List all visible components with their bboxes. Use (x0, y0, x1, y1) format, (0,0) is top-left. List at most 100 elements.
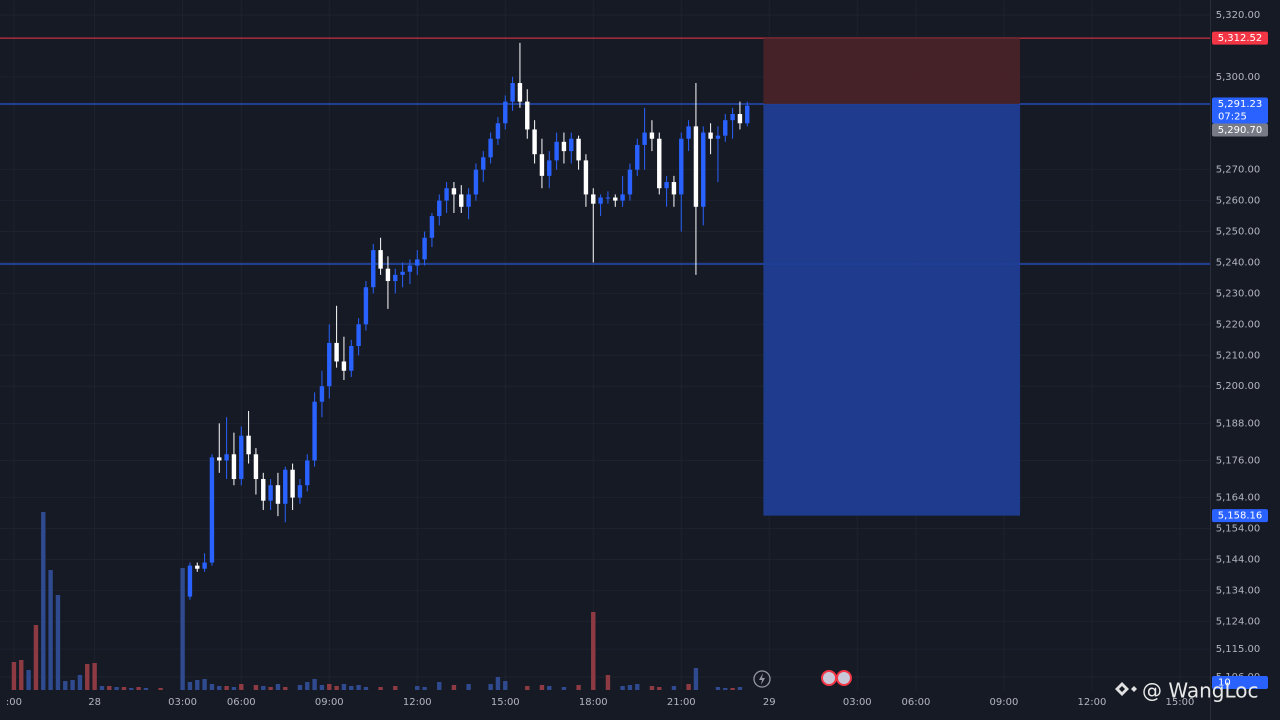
volume-bar (319, 685, 325, 690)
y-tick-label: 5,124.00 (1216, 616, 1261, 627)
candle-body (723, 120, 728, 136)
volume-bar (605, 675, 611, 690)
x-tick-label: 12:00 (1078, 697, 1107, 708)
candle-body (195, 565, 200, 569)
candle-body (510, 83, 515, 102)
x-tick-label: 12:00 (403, 697, 432, 708)
y-tick-label: 5,320.00 (1216, 10, 1261, 21)
volume-bar (26, 670, 31, 690)
volume-bar (657, 687, 662, 690)
x-tick-label: 09:00 (990, 697, 1019, 708)
volume-bar (85, 664, 90, 690)
candle-body (407, 265, 413, 272)
x-tick-label: :00 (6, 697, 22, 708)
watermark-text: @ WangLoc (1142, 679, 1259, 703)
candle-body (202, 562, 207, 569)
x-tick-label: 18:00 (579, 697, 608, 708)
volume-bar (730, 688, 735, 690)
volume-bar (671, 686, 677, 690)
volume-bar (415, 686, 420, 690)
volume-bar (158, 688, 163, 690)
candle-body (620, 194, 625, 201)
candle-body (451, 188, 457, 195)
volume-bar (202, 679, 207, 690)
candle-body (554, 141, 559, 161)
volume-bar (275, 684, 281, 690)
candle-body (437, 200, 442, 217)
candle-body (591, 194, 596, 204)
logo (1131, 686, 1137, 692)
volume-bar (539, 685, 545, 690)
volume-bar (378, 687, 383, 690)
y-tick-label: 5,154.00 (1216, 524, 1261, 535)
candle-body (422, 237, 427, 260)
y-tick-label: 5,188.00 (1216, 418, 1261, 429)
candle-body (341, 361, 347, 371)
candle-body (495, 123, 501, 139)
volume-bar (99, 686, 105, 690)
y-tick-label: 5,115.00 (1216, 644, 1261, 655)
y-tick-label: 5,300.00 (1216, 72, 1261, 83)
volume-bar (525, 686, 530, 690)
candle-body (708, 132, 713, 139)
volume-bar (723, 688, 728, 690)
y-tick-label: 5,144.00 (1216, 554, 1261, 565)
volume-bar (224, 686, 229, 690)
volume-bar (495, 677, 501, 690)
candle-body (525, 101, 530, 130)
candle-body (737, 113, 743, 124)
volume-bar (283, 687, 288, 690)
volume-bar (547, 686, 552, 690)
y-tick-label: 5,176.00 (1216, 455, 1261, 466)
candle-body (371, 250, 376, 288)
grid (0, 0, 1210, 690)
candle-body (261, 479, 266, 501)
x-tick-label: 15:00 (491, 697, 520, 708)
candle-body (283, 469, 288, 504)
candle-body (209, 457, 215, 563)
lightning (759, 673, 765, 685)
volume-bar (356, 685, 361, 690)
volume-bar (239, 684, 244, 690)
volume-bar (363, 687, 369, 690)
event-icon[interactable] (821, 670, 837, 686)
volume-bar (693, 668, 699, 690)
volume-bar (136, 687, 141, 690)
volume-bar (334, 686, 339, 690)
volume-bar (686, 684, 691, 690)
logo (1115, 682, 1129, 696)
event-icon[interactable] (836, 670, 852, 686)
price-tag (1212, 31, 1268, 45)
candle-body (224, 454, 229, 461)
candle-body (635, 144, 640, 170)
candle-body (605, 197, 611, 199)
candle-body (488, 138, 493, 158)
candle-body (393, 274, 398, 282)
candle-body (187, 565, 193, 597)
x-tick-label: 28 (88, 697, 101, 708)
time-axis: :00 28 03:00 06:00 09:00 12:00 15:00 18:00 21:00… (6, 697, 1194, 708)
volume-bar (70, 680, 75, 690)
volume-bar (187, 682, 193, 690)
y-tick-label: 5,260.00 (1216, 196, 1261, 207)
x-tick-label: 29 (763, 697, 776, 708)
event-icon[interactable] (753, 670, 771, 688)
candle-body (319, 386, 325, 402)
candle-body (217, 457, 222, 461)
candle-body (334, 342, 339, 362)
volume-bar (92, 663, 97, 690)
volume-bar (327, 684, 332, 690)
volume-bar (488, 684, 493, 690)
candle-body (290, 469, 295, 498)
volume-bar (114, 687, 119, 690)
candle-body (473, 169, 479, 195)
price-tag-label: 5,158.16 (1218, 511, 1263, 522)
event-icons (753, 670, 852, 688)
x-tick-label: 21:00 (667, 697, 696, 708)
candle-body (664, 182, 669, 189)
volume-bar (503, 681, 508, 690)
y-tick-label: 5,200.00 (1216, 381, 1261, 392)
candle-body (481, 157, 486, 170)
candle-body (642, 132, 647, 145)
